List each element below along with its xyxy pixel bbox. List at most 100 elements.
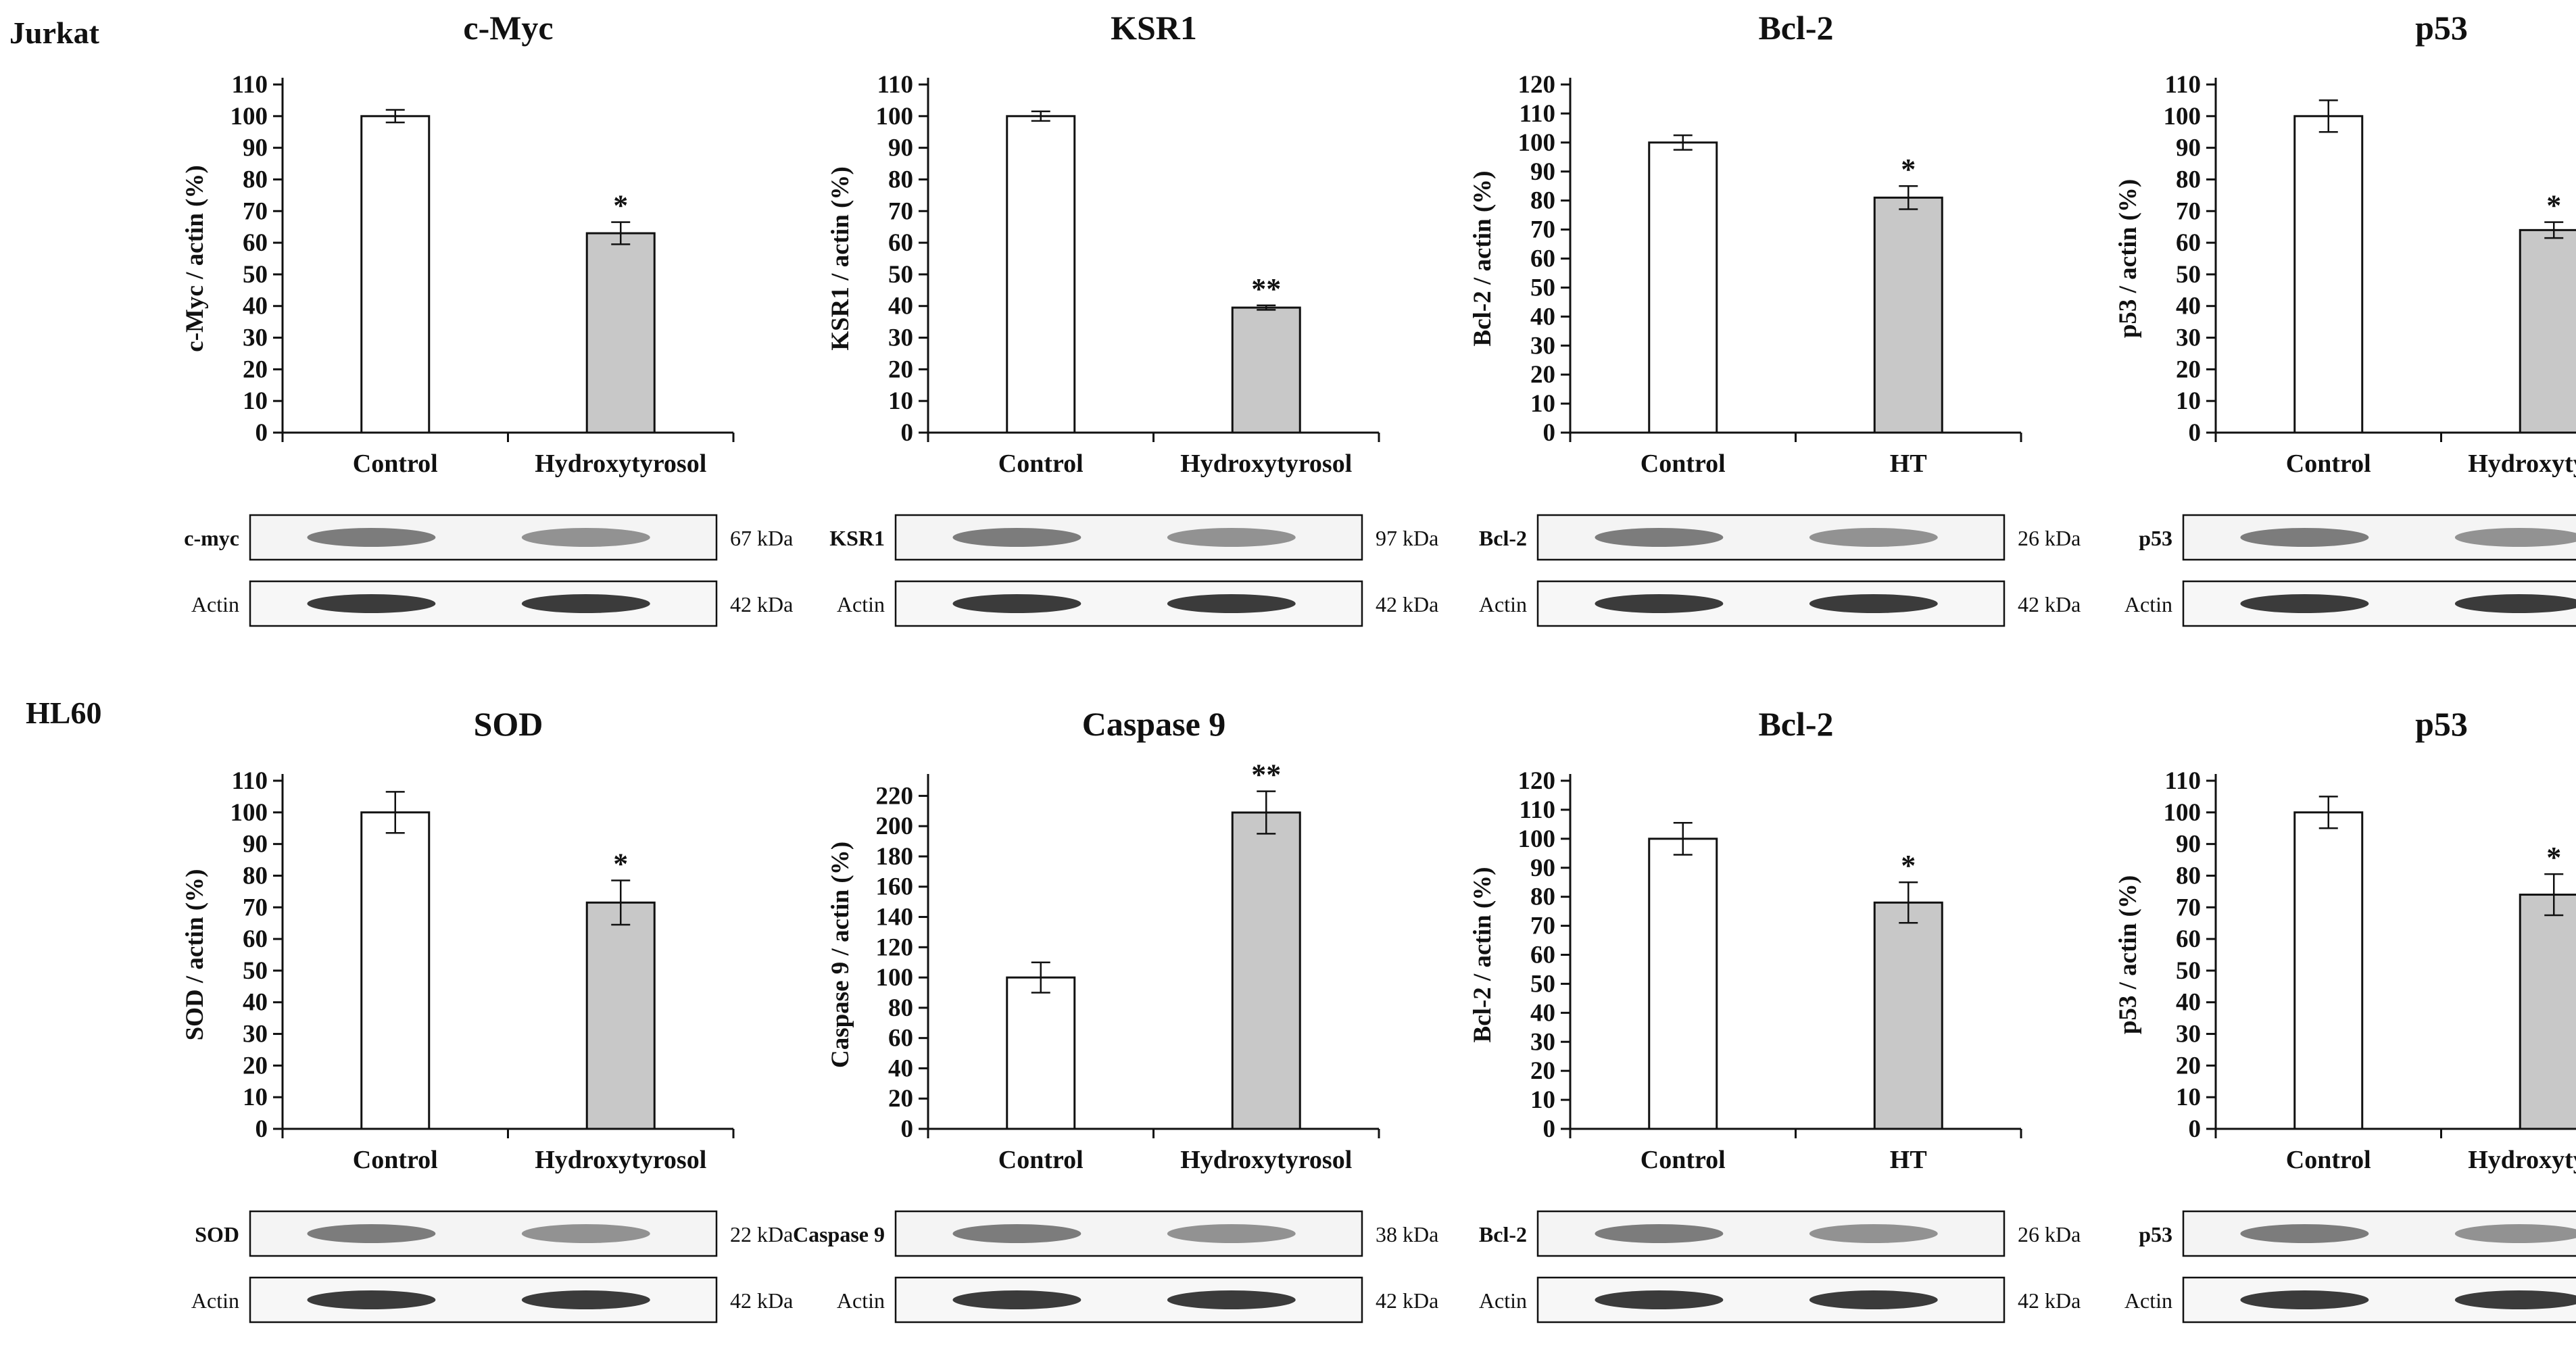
y-tick-label: 180 <box>876 843 914 871</box>
blot-band <box>2454 1290 2576 1309</box>
blot-band <box>2240 1224 2369 1243</box>
x-tick-label: Control <box>1641 1146 1726 1174</box>
y-tick-label: 30 <box>243 324 268 352</box>
x-tick-label: Control <box>353 450 438 478</box>
y-axis-label: p53 / actin (%) <box>2114 179 2142 338</box>
blot-band <box>521 528 650 547</box>
y-tick-label: 50 <box>1530 274 1555 301</box>
y-tick-label: 110 <box>2165 71 2201 99</box>
blot-band <box>307 594 436 613</box>
blot-kda: 67 kDa <box>730 526 793 550</box>
y-tick-label: 50 <box>243 261 268 289</box>
chart-panel-p53-jurkat: p53 p53 / actin (%) 0 10 20 30 40 50 60 70 80 90 100… <box>2114 9 2576 627</box>
y-tick-label: 120 <box>1518 767 1556 795</box>
significance-marker: ** <box>1251 758 1281 792</box>
y-tick-label: 50 <box>243 957 268 985</box>
y-tick-label: 80 <box>1530 187 1555 215</box>
y-tick-label: 100 <box>2164 103 2202 130</box>
y-tick-label: 110 <box>1520 796 1555 824</box>
blot-label: KSR1 <box>829 526 885 550</box>
chart-title: Bcl-2 <box>1758 9 1833 47</box>
blot-label: Actin <box>1479 592 1527 616</box>
blot-band <box>1595 1290 1724 1309</box>
chart-panel-ksr1-jurkat: KSR1 KSR1 / actin (%) 0 10 20 30 40 50 60 70 80 90 1… <box>827 9 1438 627</box>
y-tick-label: 60 <box>243 925 268 953</box>
y-tick-label: 0 <box>2189 1115 2202 1143</box>
bar-control <box>1648 141 1718 434</box>
y-tick-label: 30 <box>1530 332 1555 360</box>
bar-control <box>2293 115 2364 434</box>
y-tick-label: 30 <box>1530 1028 1555 1056</box>
blot-band <box>1167 1290 1296 1309</box>
blot-label: c-myc <box>184 526 239 550</box>
y-tick-label: 50 <box>1530 970 1555 998</box>
y-tick-label: 200 <box>876 813 914 840</box>
chart-panel-bcl-2-hl60: Bcl-2 Bcl-2 / actin (%) 010203040506070809… <box>1469 705 2081 1324</box>
x-tick-label: Hydroxytyrosol <box>1180 1146 1352 1174</box>
y-tick-label: 60 <box>2176 925 2201 953</box>
y-tick-label: 80 <box>2176 862 2201 890</box>
blot-label: Actin <box>2124 1288 2172 1313</box>
y-tick-label: 10 <box>243 1084 268 1111</box>
bar-control <box>2293 811 2364 1130</box>
bar-hydroxytyrosol <box>585 901 656 1130</box>
blot-kda: 42 kDa <box>2018 1288 2081 1313</box>
y-tick-label: 110 <box>232 767 268 795</box>
y-tick-label: 110 <box>1520 100 1555 128</box>
blot-kda: 97 kDa <box>1376 526 1438 550</box>
y-tick-label: 0 <box>1543 419 1556 447</box>
y-tick-label: 20 <box>1530 361 1555 389</box>
blot-kda: 26 kDa <box>2018 1222 2081 1246</box>
blot-label: Bcl-2 <box>1479 526 1527 550</box>
y-tick-label: 90 <box>888 135 913 162</box>
y-axis-label: SOD / actin (%) <box>181 869 209 1041</box>
y-tick-label: 60 <box>1530 942 1555 969</box>
significance-marker: * <box>2546 841 2561 874</box>
y-tick-label: 20 <box>243 1052 268 1080</box>
y-tick-label: 50 <box>888 261 913 289</box>
blot-label: Actin <box>837 1288 885 1313</box>
significance-marker: * <box>613 189 628 222</box>
y-tick-label: 20 <box>888 356 913 383</box>
chart-title: Caspase 9 <box>1082 705 1226 743</box>
chart-title: Bcl-2 <box>1758 705 1833 743</box>
y-tick-label: 20 <box>2176 1052 2201 1080</box>
blot-band <box>2240 528 2369 547</box>
y-tick-label: 10 <box>2176 387 2201 415</box>
y-axis-label: Bcl-2 / actin (%) <box>1469 171 1497 347</box>
blot-band <box>1595 1224 1724 1243</box>
blot-label: SOD <box>195 1222 239 1246</box>
significance-marker: * <box>613 847 628 880</box>
row-label-jurkat: Jurkat <box>9 16 99 50</box>
x-tick-label: Control <box>998 1146 1084 1174</box>
blot-band <box>2240 1290 2369 1309</box>
y-tick-label: 90 <box>243 831 268 858</box>
bar-control <box>1006 976 1076 1130</box>
y-tick-label: 0 <box>256 419 268 447</box>
y-tick-label: 90 <box>2176 135 2201 162</box>
y-tick-label: 60 <box>888 229 913 257</box>
y-tick-label: 140 <box>876 904 914 931</box>
blot-band <box>521 1224 650 1243</box>
blot-label: Actin <box>2124 592 2172 616</box>
y-tick-label: 30 <box>888 324 913 352</box>
y-tick-label: 90 <box>2176 831 2201 858</box>
y-tick-label: 160 <box>876 873 914 901</box>
bar-hydroxytyrosol <box>585 232 656 434</box>
blot-kda: 42 kDa <box>1376 592 1438 616</box>
chart-title: p53 <box>2415 705 2468 743</box>
blot-kda: 26 kDa <box>2018 526 2081 550</box>
y-axis-label: p53 / actin (%) <box>2114 875 2142 1034</box>
blot-band <box>1167 528 1296 547</box>
y-tick-label: 20 <box>1530 1057 1555 1085</box>
blot-band <box>2454 528 2576 547</box>
blot-label: p53 <box>2139 526 2172 550</box>
y-tick-label: 0 <box>901 419 914 447</box>
chart-panel-bcl-2-jurkat: Bcl-2 Bcl-2 / actin (%) 010203040506070809… <box>1469 9 2081 627</box>
y-tick-label: 70 <box>243 197 268 225</box>
y-tick-label: 80 <box>243 166 268 193</box>
y-tick-label: 100 <box>230 103 268 130</box>
blot-band <box>1809 1224 1938 1243</box>
blot-band <box>1167 1224 1296 1243</box>
